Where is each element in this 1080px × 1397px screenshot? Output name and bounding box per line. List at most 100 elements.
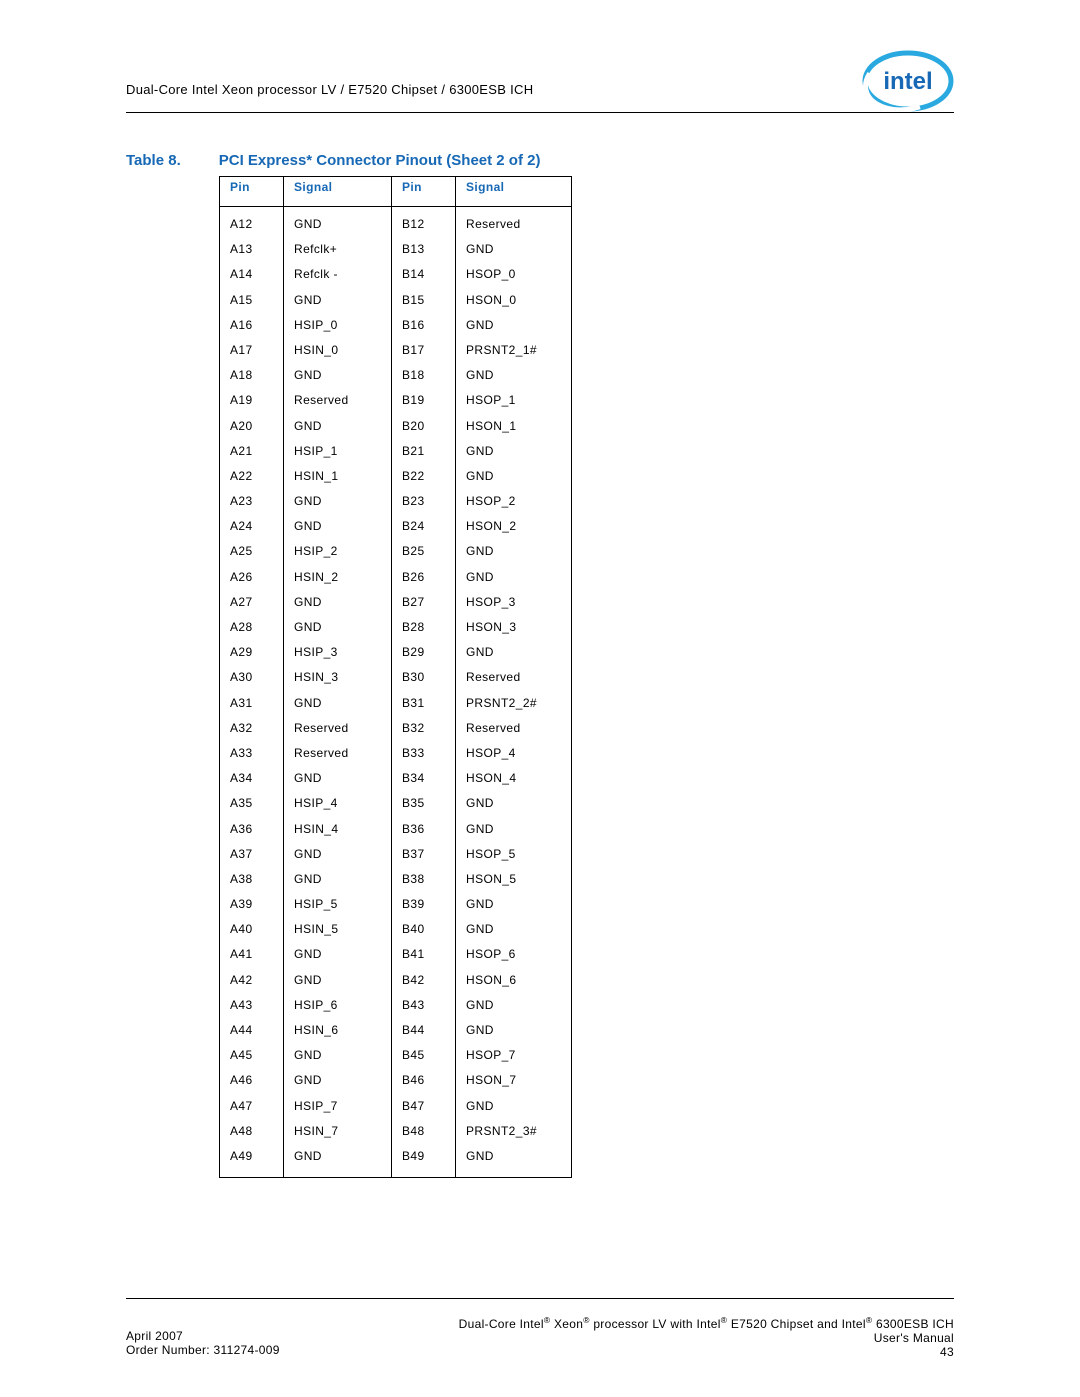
table-cell: B20 — [392, 413, 456, 438]
table-cell: GND — [284, 841, 392, 866]
table-cell: HSOP_7 — [456, 1043, 572, 1068]
table-cell: GND — [456, 463, 572, 488]
table-row: A47HSIP_7B47GND — [220, 1093, 572, 1118]
table-row: A33ReservedB33HSOP_4 — [220, 740, 572, 765]
table-cell: B34 — [392, 766, 456, 791]
footer-left-line2: Order Number: 311274-009 — [126, 1343, 280, 1357]
table-row: A19ReservedB19HSOP_1 — [220, 388, 572, 413]
table-caption: Table 8.PCI Express* Connector Pinout (S… — [126, 152, 540, 169]
intel-logo: intel — [862, 50, 954, 112]
table-cell: B40 — [392, 917, 456, 942]
table-cell: HSIN_1 — [284, 463, 392, 488]
col-header: Signal — [456, 177, 572, 207]
table-cell: GND — [456, 992, 572, 1017]
table-cell: A44 — [220, 1017, 284, 1042]
table-cell: HSON_4 — [456, 766, 572, 791]
table-cell: A19 — [220, 388, 284, 413]
page: Dual-Core Intel Xeon processor LV / E752… — [0, 0, 1080, 1397]
table-row: A31GNDB31PRSNT2_2# — [220, 690, 572, 715]
table-cell: GND — [284, 967, 392, 992]
table-cell: A24 — [220, 514, 284, 539]
pinout-table: PinSignalPinSignal A12GNDB12ReservedA13R… — [219, 176, 572, 1178]
table-cell: B43 — [392, 992, 456, 1017]
table-cell: GND — [284, 866, 392, 891]
table-cell: GND — [456, 1093, 572, 1118]
table-cell: HSIP_2 — [284, 539, 392, 564]
table-cell: B28 — [392, 614, 456, 639]
table-cell: B45 — [392, 1043, 456, 1068]
table-cell: HSON_0 — [456, 287, 572, 312]
table-cell: GND — [456, 791, 572, 816]
table-cell: A26 — [220, 564, 284, 589]
table-cell: B48 — [392, 1118, 456, 1143]
table-cell: GND — [456, 917, 572, 942]
table-cell: A45 — [220, 1043, 284, 1068]
table-row: A43HSIP_6B43GND — [220, 992, 572, 1017]
table-row: A14Refclk -B14HSOP_0 — [220, 262, 572, 287]
table-cell: GND — [284, 1043, 392, 1068]
table-cell: A25 — [220, 539, 284, 564]
table-cell: HSIN_2 — [284, 564, 392, 589]
table-cell: Reserved — [456, 665, 572, 690]
table-cell: B37 — [392, 841, 456, 866]
table-row: A36HSIN_4B36GND — [220, 816, 572, 841]
table-cell: A48 — [220, 1118, 284, 1143]
table-cell: A17 — [220, 337, 284, 362]
table-row: A45GNDB45HSOP_7 — [220, 1043, 572, 1068]
table-cell: GND — [456, 438, 572, 463]
table-row: A23GNDB23HSOP_2 — [220, 488, 572, 513]
table-row: A13Refclk+B13GND — [220, 237, 572, 262]
footer: Dual-Core Intel® Xeon® processor LV with… — [126, 1315, 954, 1359]
table-cell: HSON_6 — [456, 967, 572, 992]
table-cell: A29 — [220, 640, 284, 665]
table-cell: A13 — [220, 237, 284, 262]
table-cell: B38 — [392, 866, 456, 891]
table-row: A29HSIP_3B29GND — [220, 640, 572, 665]
table-cell: A40 — [220, 917, 284, 942]
table-row: A21HSIP_1B21GND — [220, 438, 572, 463]
table-body: A12GNDB12ReservedA13Refclk+B13GNDA14Refc… — [220, 207, 572, 1178]
table-cell: B15 — [392, 287, 456, 312]
table-cell: B46 — [392, 1068, 456, 1093]
footer-left: April 2007 Order Number: 311274-009 — [126, 1315, 280, 1357]
table-row: A35HSIP_4B35GND — [220, 791, 572, 816]
table-row: A28GNDB28HSON_3 — [220, 614, 572, 639]
table-cell: A33 — [220, 740, 284, 765]
table-cell: B44 — [392, 1017, 456, 1042]
table-cell: HSIP_6 — [284, 992, 392, 1017]
table-cell: A15 — [220, 287, 284, 312]
table-cell: A16 — [220, 312, 284, 337]
table-cell: HSIN_7 — [284, 1118, 392, 1143]
table-row: A16HSIP_0B16GND — [220, 312, 572, 337]
table-cell: A47 — [220, 1093, 284, 1118]
table-row: A34GNDB34HSON_4 — [220, 766, 572, 791]
table-cell: B47 — [392, 1093, 456, 1118]
table-cell: Reserved — [456, 715, 572, 740]
table-cell: A41 — [220, 942, 284, 967]
table-cell: A27 — [220, 589, 284, 614]
table-cell: A28 — [220, 614, 284, 639]
table-cell: GND — [456, 363, 572, 388]
table-cell: GND — [456, 640, 572, 665]
table-cell: B21 — [392, 438, 456, 463]
table-cell: HSON_1 — [456, 413, 572, 438]
table-cell: HSIN_0 — [284, 337, 392, 362]
table-cell: HSON_5 — [456, 866, 572, 891]
table-row: A25HSIP_2B25GND — [220, 539, 572, 564]
table-cell: GND — [456, 1143, 572, 1177]
table-cell: B25 — [392, 539, 456, 564]
table-cell: Refclk+ — [284, 237, 392, 262]
table-cell: B19 — [392, 388, 456, 413]
table-row: A48HSIN_7B48PRSNT2_3# — [220, 1118, 572, 1143]
table-cell: GND — [284, 614, 392, 639]
footer-right-line1: Dual-Core Intel® Xeon® processor LV with… — [459, 1315, 954, 1331]
table-cell: A14 — [220, 262, 284, 287]
table-cell: A43 — [220, 992, 284, 1017]
table-cell: B22 — [392, 463, 456, 488]
table-row: A15GNDB15HSON_0 — [220, 287, 572, 312]
table-cell: A30 — [220, 665, 284, 690]
table-cell: HSOP_2 — [456, 488, 572, 513]
table-cell: Reserved — [284, 740, 392, 765]
table-cell: HSIN_6 — [284, 1017, 392, 1042]
table-cell: GND — [284, 1143, 392, 1177]
